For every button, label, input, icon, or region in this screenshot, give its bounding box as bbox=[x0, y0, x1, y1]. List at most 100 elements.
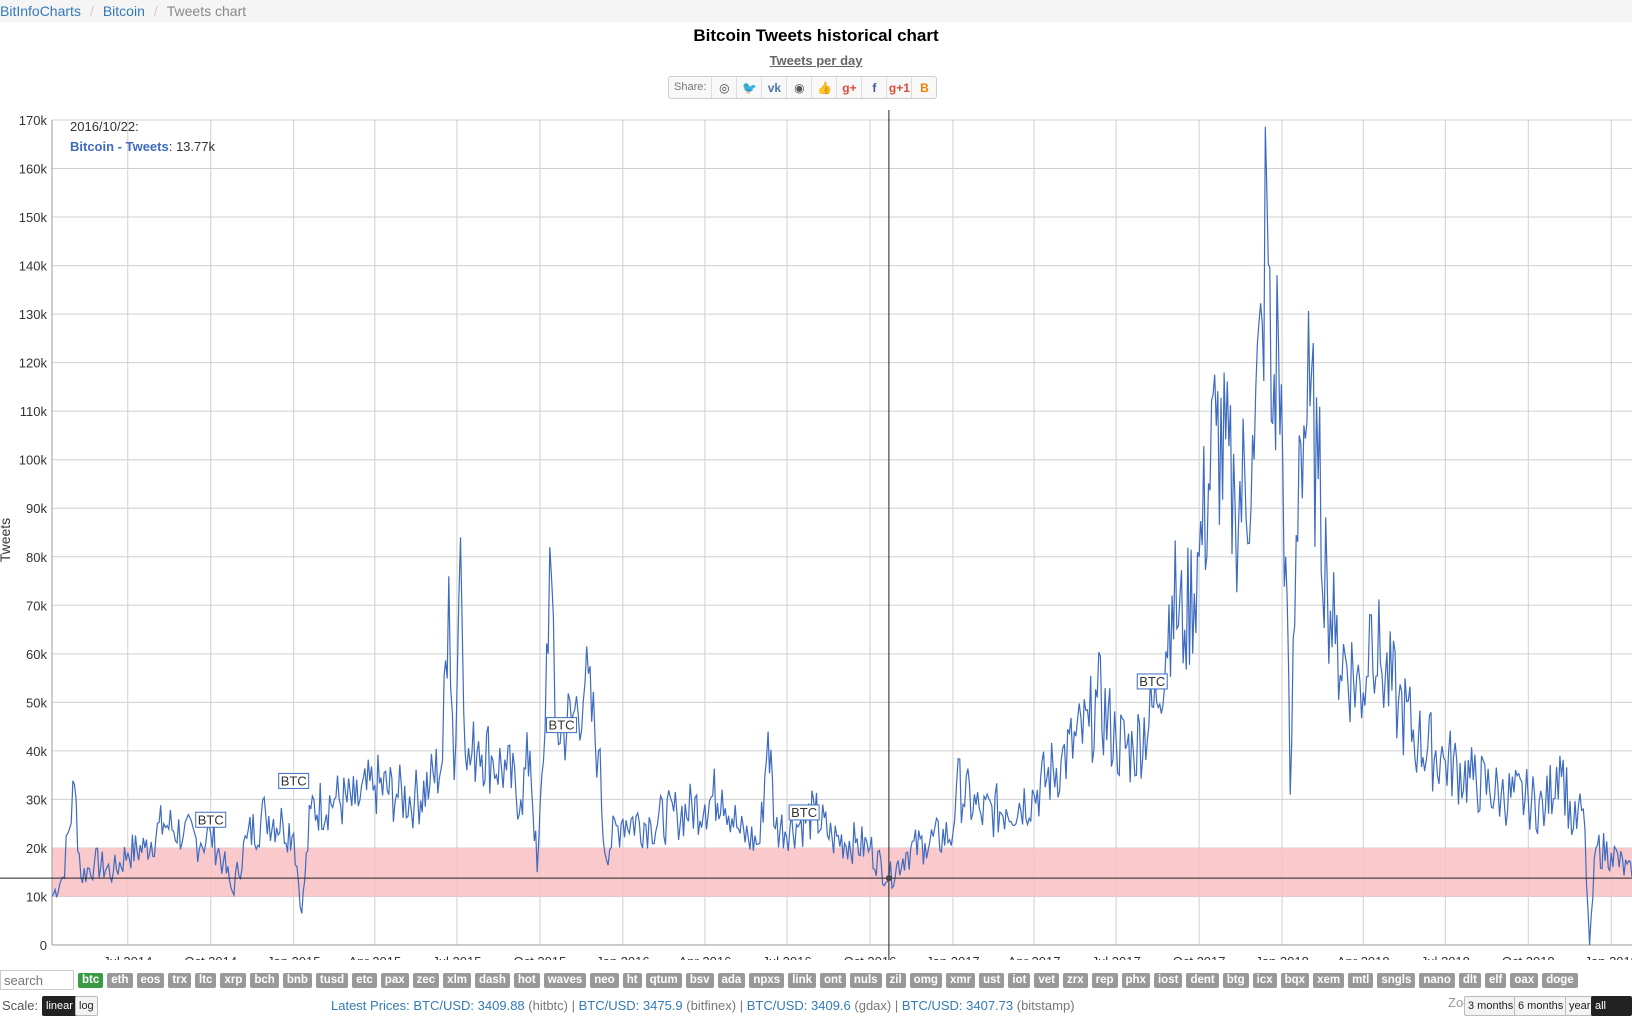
y-tick-label: 120k bbox=[19, 356, 48, 371]
coin-tag-etc[interactable]: etc bbox=[352, 972, 377, 988]
coin-tag-vet[interactable]: vet bbox=[1034, 972, 1059, 988]
coin-tag-ltc[interactable]: ltc bbox=[195, 972, 217, 988]
coin-tag-zil[interactable]: zil bbox=[885, 972, 906, 988]
y-tick-label: 130k bbox=[19, 307, 48, 322]
coin-tag-dent[interactable]: dent bbox=[1186, 972, 1219, 988]
coin-tag-xrp[interactable]: xrp bbox=[220, 972, 247, 988]
price-pair-link[interactable]: BTC/USD: 3407.73 bbox=[901, 998, 1017, 1013]
price-separator: | bbox=[891, 998, 902, 1013]
zoom-3-months-button[interactable]: 3 months bbox=[1464, 996, 1518, 1016]
coin-tag-zec[interactable]: zec bbox=[412, 972, 440, 988]
vk-icon[interactable]: vk bbox=[762, 77, 788, 98]
price-pair-link[interactable]: BTC/USD: 3409.88 bbox=[413, 998, 529, 1013]
coin-tag-xmr[interactable]: xmr bbox=[945, 972, 976, 988]
coin-tag-qtum[interactable]: qtum bbox=[645, 972, 682, 988]
coin-tag-btg[interactable]: btg bbox=[1222, 972, 1249, 988]
x-tick-label: Jul 2014 bbox=[103, 954, 152, 960]
share-bar: Share: ◎ 🐦 vk ◉ 👍 g+ f g+1 B bbox=[668, 76, 938, 99]
coin-tag-doge[interactable]: doge bbox=[1542, 972, 1578, 988]
x-tick-label: Apr 2015 bbox=[348, 954, 401, 960]
x-tick-label: Oct 2015 bbox=[514, 954, 567, 960]
coin-tag-tusd[interactable]: tusd bbox=[315, 972, 349, 988]
coin-tag-sngls[interactable]: sngls bbox=[1377, 972, 1416, 988]
coin-tag-zrx[interactable]: zrx bbox=[1063, 972, 1088, 988]
annotation-box bbox=[546, 717, 578, 734]
coin-tag-hot[interactable]: hot bbox=[513, 972, 540, 988]
breadcrumb-bitcoin-link[interactable]: Bitcoin bbox=[102, 3, 145, 19]
series-line-bitcoin-tweets bbox=[51, 126, 1632, 946]
google-plus-one-icon[interactable]: g+1 bbox=[887, 77, 913, 98]
y-tick-label: 40k bbox=[26, 744, 47, 759]
coin-tag-omg[interactable]: omg bbox=[909, 972, 942, 988]
zoom-6-months-button[interactable]: 6 months bbox=[1514, 996, 1568, 1016]
coin-tag-ada[interactable]: ada bbox=[717, 972, 746, 988]
coin-tag-phx[interactable]: phx bbox=[1121, 972, 1150, 988]
coin-selector: btcetheostrxltcxrpbchbnbtusdetcpaxzecxlm… bbox=[0, 970, 1632, 990]
coin-tag-npxs[interactable]: npxs bbox=[749, 972, 785, 988]
google-plus-icon[interactable]: g+ bbox=[837, 77, 863, 98]
price-exchange: (bitfinex) bbox=[686, 998, 737, 1013]
price-pair-link[interactable]: BTC/USD: 3409.6 bbox=[746, 998, 855, 1013]
coin-tag-elf[interactable]: elf bbox=[1484, 972, 1507, 988]
x-tick-label: Jan 2016 bbox=[596, 954, 650, 960]
coin-tag-bnb[interactable]: bnb bbox=[282, 972, 312, 988]
coin-tag-rep[interactable]: rep bbox=[1091, 972, 1118, 988]
twitter-icon[interactable]: 🐦 bbox=[737, 77, 763, 98]
x-tick-label: Jul 2016 bbox=[762, 954, 811, 960]
coin-tag-btc[interactable]: btc bbox=[78, 972, 104, 988]
reddit-icon[interactable]: ◎ bbox=[712, 77, 738, 98]
breadcrumb-home-link[interactable]: BitInfoCharts bbox=[0, 3, 81, 19]
x-tick-label: Jul 2015 bbox=[432, 954, 481, 960]
coin-tag-waves[interactable]: waves bbox=[543, 972, 587, 988]
tweets-chart[interactable]: 0 10k 20k 30k 40k 50k 60k 70k 80k 90k 100k 110k 120k… bbox=[0, 110, 1632, 960]
y-tick-label: 150k bbox=[19, 210, 48, 225]
coin-tag-nuls[interactable]: nuls bbox=[849, 972, 882, 988]
coin-tag-iot[interactable]: iot bbox=[1008, 972, 1031, 988]
coin-tag-dlt[interactable]: dlt bbox=[1458, 972, 1481, 988]
coin-tag-ont[interactable]: ont bbox=[820, 972, 846, 988]
scale-linear-button[interactable]: linear bbox=[42, 996, 77, 1016]
coin-tag-pax[interactable]: pax bbox=[380, 972, 409, 988]
x-tick-label: Jan 2015 bbox=[267, 954, 321, 960]
weibo-icon[interactable]: ◉ bbox=[787, 77, 813, 98]
coin-tag-link[interactable]: link bbox=[788, 972, 816, 988]
annotation-box bbox=[195, 811, 227, 828]
coin-tag-mtl[interactable]: mtl bbox=[1348, 972, 1374, 988]
coin-tag-ust[interactable]: ust bbox=[979, 972, 1005, 988]
coin-tag-xlm[interactable]: xlm bbox=[443, 972, 471, 988]
coin-tag-bch[interactable]: bch bbox=[250, 972, 279, 988]
coin-tag-trx[interactable]: trx bbox=[168, 972, 192, 988]
chart-subtitle: Tweets per day bbox=[0, 53, 1632, 68]
coin-tag-xem[interactable]: xem bbox=[1313, 972, 1345, 988]
x-tick-label: Apr 2017 bbox=[1008, 954, 1061, 960]
like-icon[interactable]: 👍 bbox=[812, 77, 838, 98]
coin-tag-icx[interactable]: icx bbox=[1252, 972, 1277, 988]
scale-log-button[interactable]: log bbox=[75, 996, 98, 1016]
y-tick-label: 80k bbox=[26, 550, 47, 565]
search-input[interactable] bbox=[0, 970, 74, 990]
coin-tag-bqx[interactable]: bqx bbox=[1280, 972, 1310, 988]
coin-tag-oax[interactable]: oax bbox=[1510, 972, 1539, 988]
x-tick-label: Oct 2018 bbox=[1502, 954, 1555, 960]
coin-tag-eth[interactable]: eth bbox=[107, 972, 133, 988]
zoom-all-time-button[interactable]: all time bbox=[1591, 996, 1632, 1030]
coin-tag-eos[interactable]: eos bbox=[136, 972, 165, 988]
y-tick-label: 0 bbox=[40, 938, 47, 953]
coin-tag-bsv[interactable]: bsv bbox=[685, 972, 714, 988]
coin-tag-iost[interactable]: iost bbox=[1153, 972, 1183, 988]
highlight-band bbox=[52, 847, 1632, 897]
zoom-year-button[interactable]: year bbox=[1565, 996, 1595, 1016]
coin-tag-nano[interactable]: nano bbox=[1419, 972, 1455, 988]
price-pair-link[interactable]: BTC/USD: 3475.9 bbox=[578, 998, 687, 1013]
annotation-label: BTC bbox=[549, 718, 575, 733]
tooltip-value: : 13.77k bbox=[169, 139, 216, 154]
latest-prices-label: Latest Prices: bbox=[331, 998, 414, 1013]
y-tick-label: 100k bbox=[19, 453, 48, 468]
facebook-icon[interactable]: f bbox=[862, 77, 888, 98]
coin-tag-neo[interactable]: neo bbox=[590, 972, 619, 988]
coin-tag-ht[interactable]: ht bbox=[622, 972, 642, 988]
price-exchange: (gdax) bbox=[854, 998, 892, 1013]
blogger-icon[interactable]: B bbox=[920, 80, 929, 95]
chart-subtitle-link[interactable]: Tweets per day bbox=[769, 53, 863, 68]
coin-tag-dash[interactable]: dash bbox=[475, 972, 510, 988]
